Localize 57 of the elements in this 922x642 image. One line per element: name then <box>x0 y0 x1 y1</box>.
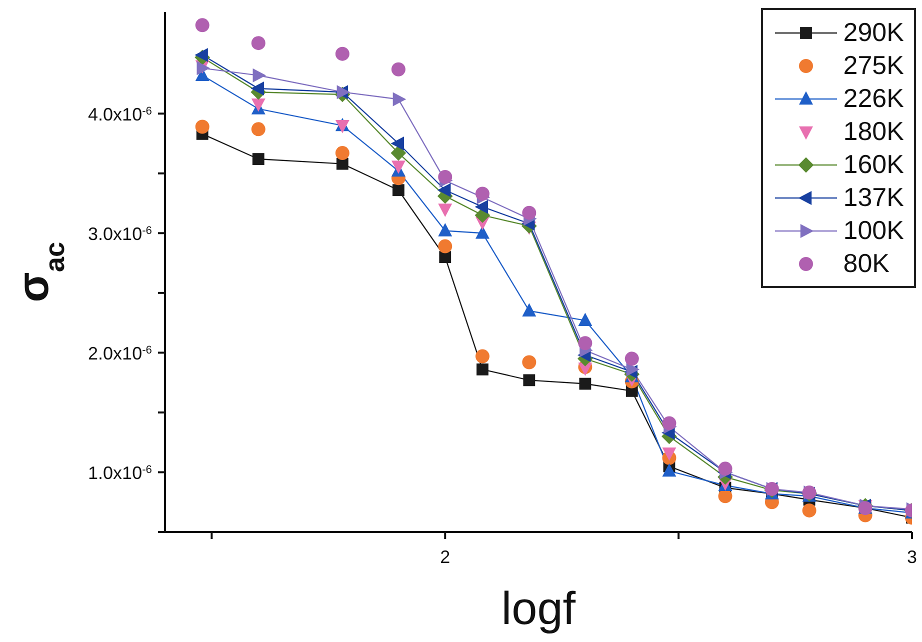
point <box>626 362 640 376</box>
point <box>392 92 406 106</box>
point <box>718 489 732 504</box>
point <box>390 136 404 150</box>
legend-label: 160K <box>843 149 904 180</box>
point <box>523 374 536 386</box>
point <box>438 223 452 236</box>
point <box>662 416 676 430</box>
legend-label: 80K <box>843 248 890 279</box>
point <box>391 62 406 76</box>
point <box>802 503 816 518</box>
point <box>437 183 451 198</box>
point <box>624 352 639 366</box>
y-tick-label: 2.0x10$^{-6}$ <box>88 344 152 364</box>
legend-label: 137K <box>843 182 904 213</box>
point <box>336 158 348 170</box>
point <box>250 82 264 96</box>
point <box>662 463 676 477</box>
point <box>474 200 488 214</box>
legend-label: 226K <box>843 83 904 114</box>
point <box>335 146 350 160</box>
point <box>475 349 490 364</box>
point <box>578 312 592 326</box>
point <box>251 122 266 136</box>
point <box>251 36 266 50</box>
y-tick-label: 4.0x10$^{-6}$ <box>88 104 152 125</box>
point <box>522 303 536 316</box>
point <box>252 153 264 165</box>
point <box>522 206 536 220</box>
point <box>251 98 266 112</box>
point <box>662 448 676 461</box>
y-tick-label: 1.0x10$^{-6}$ <box>88 463 152 484</box>
point <box>335 46 350 61</box>
point <box>718 462 732 476</box>
x-axis-title: logf <box>501 582 576 634</box>
x-tick-label: 3 <box>906 547 918 567</box>
point <box>476 363 488 376</box>
x-tick-label: 2 <box>440 547 450 567</box>
legend-label: 100K <box>843 215 904 246</box>
point <box>252 68 266 82</box>
point <box>392 184 404 196</box>
legend-label: 275K <box>843 50 904 81</box>
y-tick-label: 3.0x10$^{-6}$ <box>88 224 152 244</box>
point <box>195 18 210 32</box>
legend-label: 290K <box>843 17 904 48</box>
point <box>438 239 452 254</box>
point <box>579 378 592 390</box>
point <box>522 355 536 370</box>
point <box>194 48 208 62</box>
point <box>578 336 592 350</box>
point <box>391 160 406 174</box>
point <box>475 186 490 201</box>
legend-label: 180K <box>843 116 904 147</box>
point <box>438 204 452 217</box>
point <box>438 170 452 184</box>
point <box>195 120 210 134</box>
point <box>390 145 406 161</box>
